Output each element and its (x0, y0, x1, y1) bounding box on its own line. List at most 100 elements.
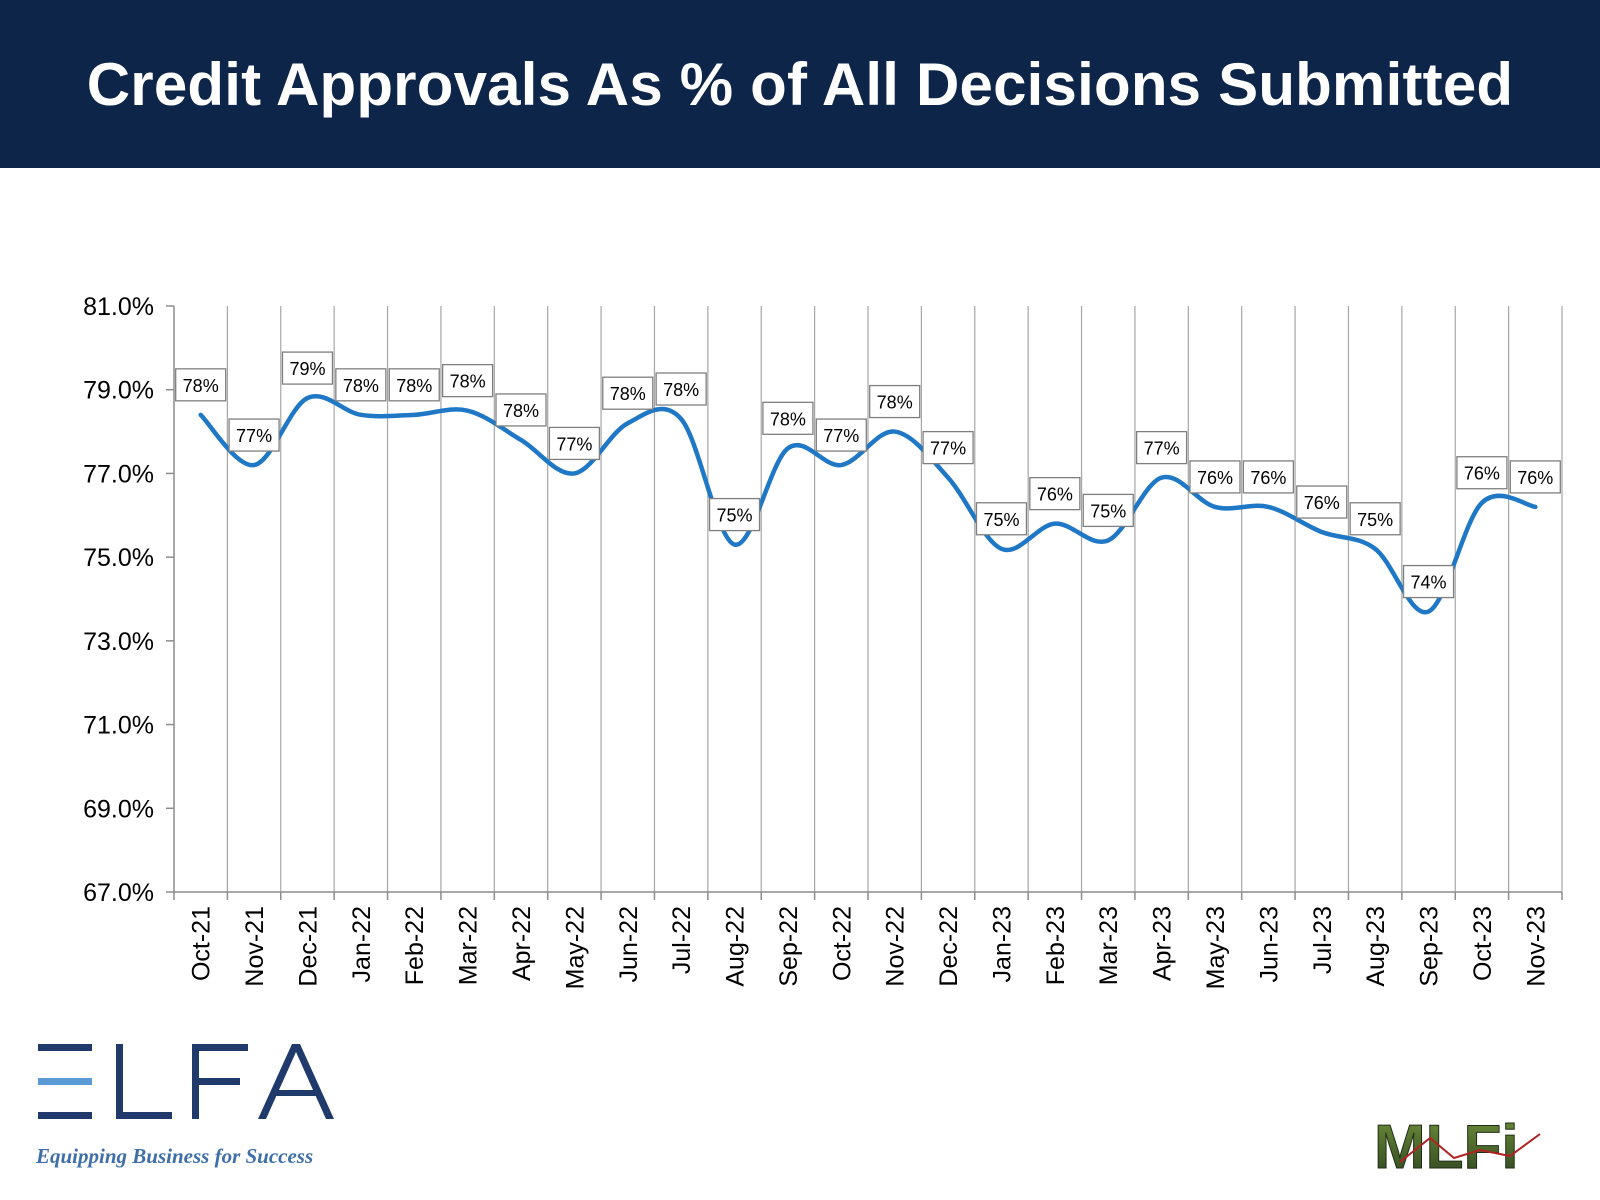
data-label-text: 75% (1357, 510, 1393, 530)
x-tick-label: Apr-22 (508, 906, 536, 981)
data-label-text: 76% (1197, 468, 1233, 488)
data-label-box (1296, 485, 1348, 519)
data-label-box (602, 376, 654, 410)
data-label-text: 78% (877, 393, 913, 413)
data-label-text: 79% (289, 359, 325, 379)
data-label: 75% (1349, 502, 1401, 536)
data-label: 78% (175, 368, 227, 402)
data-label-box (228, 418, 280, 452)
data-label: 79% (281, 351, 334, 385)
y-tick-label: 69.0% (83, 795, 154, 823)
data-label-box (495, 393, 547, 427)
y-tick-label: 79.0% (83, 377, 154, 405)
x-tick-label: Oct-23 (1469, 906, 1497, 981)
data-label-text: 78% (770, 409, 806, 429)
y-tick-label: 73.0% (83, 628, 154, 656)
series-line (198, 394, 1538, 615)
data-label-box (1456, 456, 1508, 490)
y-tick-label: 81.0% (83, 293, 154, 321)
data-label: 74% (1402, 564, 1455, 599)
x-tick-label: Dec-21 (294, 906, 322, 987)
data-label-box (869, 384, 921, 419)
x-tick-label: Jun-23 (1255, 906, 1283, 982)
data-label-text: 76% (1304, 493, 1340, 513)
data-label: 76% (1456, 456, 1508, 490)
x-tick-label: Oct-21 (188, 906, 216, 981)
title-banner: Credit Approvals As % of All Decisions S… (0, 0, 1600, 168)
data-label-box (1135, 430, 1188, 465)
data-label: 76% (1509, 460, 1561, 494)
data-label-box (708, 497, 761, 532)
data-label-text: 78% (610, 384, 646, 404)
series-line-layer (198, 394, 1538, 615)
data-label-box (548, 426, 601, 461)
x-tick-label: Oct-22 (828, 906, 856, 981)
data-label-text: 75% (717, 506, 753, 526)
data-labels: 78% 77% 79% 78% 78% 78% 78% 77% 78% 78% 75% 78% 77% 7… (175, 351, 1561, 599)
data-label-box (762, 401, 814, 435)
x-tick-label: Feb-23 (1042, 906, 1070, 985)
y-tick-label: 71.0% (83, 712, 154, 740)
data-label: 78% (441, 363, 494, 398)
data-label: 75% (975, 502, 1028, 536)
data-label-text: 78% (450, 372, 486, 392)
data-label-text: 74% (1411, 573, 1447, 593)
x-tick-label: Jul-22 (668, 906, 696, 974)
data-label-text: 78% (183, 376, 219, 396)
data-label: 77% (548, 426, 601, 461)
mlfi-logo: MLFi (1370, 1112, 1560, 1183)
x-tick-label: Nov-22 (882, 906, 910, 987)
x-tick-label: Mar-23 (1095, 906, 1123, 985)
page-title: Credit Approvals As % of All Decisions S… (86, 50, 1514, 118)
data-label-box (655, 372, 707, 406)
data-label-text: 76% (1250, 468, 1286, 488)
data-label: 78% (762, 401, 814, 435)
x-tick-label: Nov-21 (241, 906, 269, 987)
data-label: 78% (495, 393, 547, 427)
axes: 67.0% 69.0% 71.0% 73.0% 75.0% 77.0% 79.0% 81.0%… (83, 293, 1563, 989)
elfa-wordmark-icon (38, 1044, 334, 1119)
data-label-box (975, 502, 1028, 536)
data-label-text: 76% (1464, 464, 1500, 484)
y-tick-label: 75.0% (83, 544, 154, 572)
x-tick-label: May-23 (1202, 906, 1230, 989)
x-tick-label: Feb-22 (401, 906, 429, 985)
data-label-box (1082, 493, 1134, 528)
data-label-text: 78% (503, 401, 539, 421)
mlfi-wordmark: MLFi (1374, 1113, 1519, 1182)
data-label: 76% (1029, 477, 1081, 511)
data-label: 78% (602, 376, 654, 410)
x-tick-label: Apr-23 (1149, 906, 1177, 981)
x-tick-label: Sep-22 (775, 906, 803, 987)
x-tick-label: Jan-22 (348, 906, 376, 982)
x-tick-label: Aug-22 (722, 906, 750, 987)
data-label-text: 78% (343, 376, 379, 396)
data-label-box (1349, 502, 1401, 536)
data-label-text: 77% (930, 439, 966, 459)
gridlines (226, 306, 1563, 892)
data-label: 75% (708, 497, 761, 532)
data-label: 77% (815, 418, 867, 452)
data-label-text: 78% (396, 376, 432, 396)
y-tick-label: 67.0% (83, 879, 154, 907)
data-label-text: 75% (1090, 501, 1126, 521)
data-label: 78% (655, 372, 707, 406)
x-tick-label: Jan-23 (988, 906, 1016, 982)
data-label-box (922, 430, 974, 465)
data-label-box (1402, 564, 1455, 599)
elfa-logo: Equipping Business for Success (36, 1040, 356, 1180)
data-label-text: 77% (1144, 439, 1180, 459)
data-label-box (1509, 460, 1561, 494)
data-label: 77% (228, 418, 280, 452)
x-tick-label: Jun-22 (615, 906, 643, 982)
data-label: 77% (1135, 430, 1188, 465)
x-tick-label: Nov-23 (1522, 906, 1550, 987)
x-tick-label: Sep-23 (1416, 906, 1444, 987)
data-label-box (388, 368, 440, 402)
data-label: 76% (1189, 460, 1241, 494)
data-label: 76% (1296, 485, 1348, 519)
data-label: 78% (388, 368, 440, 402)
data-label-box (815, 418, 867, 452)
data-label-text: 78% (663, 380, 699, 400)
